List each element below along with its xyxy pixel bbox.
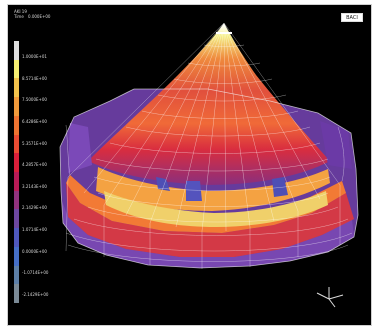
legend-swatch [14, 284, 19, 304]
legend-label: 1.0000E+01 [22, 54, 47, 59]
contour-plot [59, 22, 359, 269]
legend-label: -2.1429E+00 [22, 292, 49, 297]
legend-label: 4.2857E+00 [22, 162, 47, 168]
view-badge[interactable]: BACI [341, 13, 363, 22]
legend-swatch [14, 246, 19, 267]
legend-swatch [14, 190, 19, 210]
model-label: AKI 19 [14, 9, 27, 14]
legend-label: 5.3571E+00 [22, 140, 47, 146]
legend-label: 3.2143E+00 [22, 183, 47, 189]
legend-swatch [14, 41, 19, 61]
xyz-triad-icon [316, 287, 344, 308]
legend-swatch [14, 172, 19, 192]
legend-label: 2.1429E+00 [22, 205, 47, 211]
legend-swatch [14, 115, 19, 136]
legend-swatch [14, 78, 19, 98]
time-value: 0.000E+00 [28, 14, 51, 19]
legend-swatch [14, 134, 19, 154]
legend-swatch [14, 228, 19, 248]
legend-swatch [14, 59, 19, 79]
legend-swatch [14, 209, 19, 229]
legend-label: 8.5714E+00 [22, 75, 47, 81]
viewport[interactable]: AKI 19 Time 0.000E+00 BACI 1.0000E+01 8.5… [7, 4, 372, 326]
legend-swatch [14, 153, 19, 173]
time-label: Time [14, 14, 24, 19]
legend-label: 0.0000E+00 [22, 248, 47, 254]
legend-label: 6.4286E+00 [22, 118, 47, 124]
legend-label: 1.0714E+00 [22, 227, 47, 233]
cone [88, 23, 330, 185]
legend-label: 7.5000E+00 [22, 97, 47, 103]
legend-label: -1.0714E+00 [22, 270, 49, 276]
legend-swatch [14, 265, 19, 285]
color-legend [14, 41, 19, 304]
legend-swatch [14, 97, 19, 117]
